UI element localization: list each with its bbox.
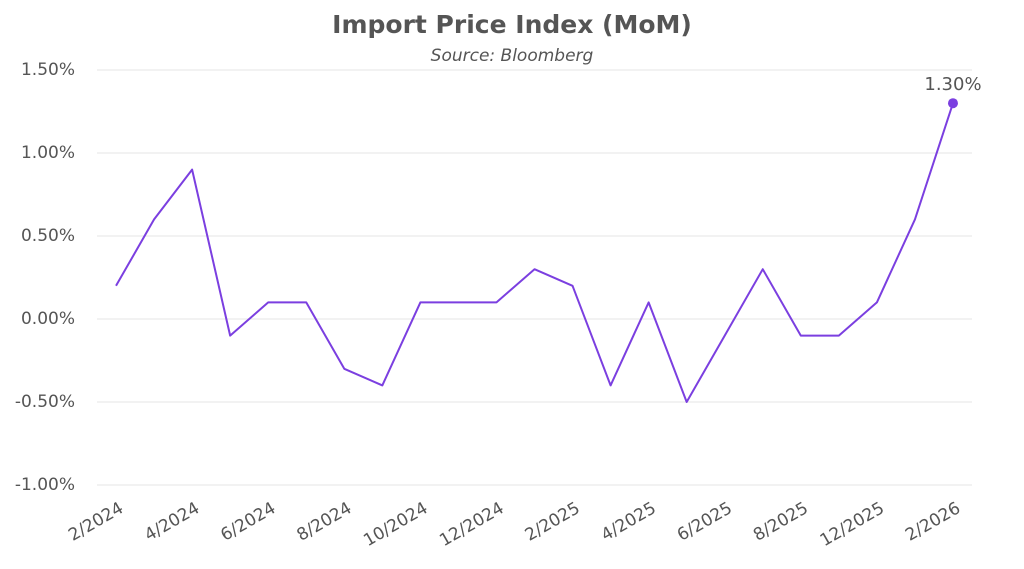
chart-subtitle: Source: Bloomberg xyxy=(431,46,594,66)
x-tick-label: 10/2024 xyxy=(360,498,431,551)
y-tick-label: 0.50% xyxy=(21,226,75,246)
y-tick-label: 1.00% xyxy=(21,143,75,163)
line xyxy=(115,102,954,403)
data-label: 1.30% xyxy=(924,74,981,95)
point-marker xyxy=(947,98,958,109)
x-tick-label: 2/2026 xyxy=(902,498,964,545)
chart-title: Import Price Index (MoM) xyxy=(332,10,692,39)
y-tick-label: -1.00% xyxy=(15,475,75,495)
x-tick-label: 2/2024 xyxy=(65,498,127,545)
y-tick-label: 1.50% xyxy=(21,60,75,80)
x-tick-label: 4/2024 xyxy=(141,498,203,545)
x-tick-label: 8/2025 xyxy=(750,498,812,545)
x-tick-label: 12/2024 xyxy=(436,498,507,551)
x-tick-label: 6/2024 xyxy=(217,498,279,545)
x-tick-label: 12/2025 xyxy=(817,498,888,551)
x-tick-label: 8/2024 xyxy=(293,498,355,545)
y-tick-label: 0.00% xyxy=(21,309,75,329)
y-tick-label: -0.50% xyxy=(15,392,75,412)
x-tick-label: 4/2025 xyxy=(598,498,660,545)
x-tick-label: 2/2025 xyxy=(522,498,584,545)
x-tick-label: 6/2025 xyxy=(674,498,736,545)
